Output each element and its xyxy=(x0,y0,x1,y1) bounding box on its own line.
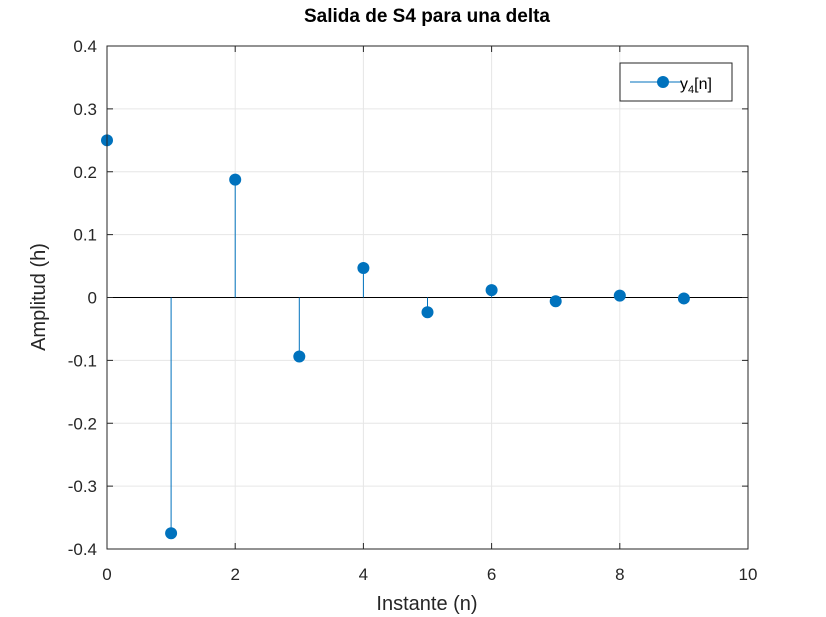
stem-marker xyxy=(677,292,690,305)
x-tick-label: 8 xyxy=(615,565,624,584)
legend-marker xyxy=(657,76,669,88)
x-tick-label: 2 xyxy=(230,565,239,584)
y-tick-label: -0.4 xyxy=(68,540,97,559)
legend: y4[n] xyxy=(619,62,733,102)
legend-entry-main: y xyxy=(680,76,688,93)
y-tick-label: -0.2 xyxy=(68,414,97,433)
y-tick-label: 0.1 xyxy=(73,226,97,245)
y-tick-label: 0.2 xyxy=(73,163,97,182)
y-tick-label: -0.1 xyxy=(68,351,97,370)
stem-marker xyxy=(165,527,178,540)
y-tick-label: -0.3 xyxy=(68,477,97,496)
y-tick-label: 0.4 xyxy=(73,37,97,56)
y-tick-label: 0.3 xyxy=(73,100,97,119)
stem-series xyxy=(101,134,690,540)
legend-entry-tail: [n] xyxy=(694,76,712,93)
stem-marker xyxy=(613,289,626,302)
y-axis-label: Amplitud (h) xyxy=(28,243,50,351)
x-tick-label: 0 xyxy=(102,565,111,584)
stem-marker xyxy=(421,306,434,319)
stem-marker xyxy=(549,295,562,308)
x-tick-label: 4 xyxy=(359,565,368,584)
y-tick-label: 0 xyxy=(88,289,97,308)
x-tick-label: 6 xyxy=(487,565,496,584)
legend-entry-subscript: 4 xyxy=(688,84,694,96)
legend-entry-y4: y4[n] xyxy=(680,76,712,96)
x-axis-label: Instante (n) xyxy=(376,593,477,615)
y-axis-ticks: -0.4 -0.3 -0.2 -0.1 0 0.1 0.2 0.3 0.4 xyxy=(68,37,748,559)
x-tick-label: 10 xyxy=(739,565,758,584)
stem-marker xyxy=(485,284,498,297)
stem-marker xyxy=(229,173,242,186)
stem-marker xyxy=(357,262,370,275)
x-axis-ticks: 0 2 4 6 8 10 xyxy=(102,46,757,584)
chart-title: Salida de S4 para una delta xyxy=(304,6,550,27)
stem-marker xyxy=(293,350,306,363)
